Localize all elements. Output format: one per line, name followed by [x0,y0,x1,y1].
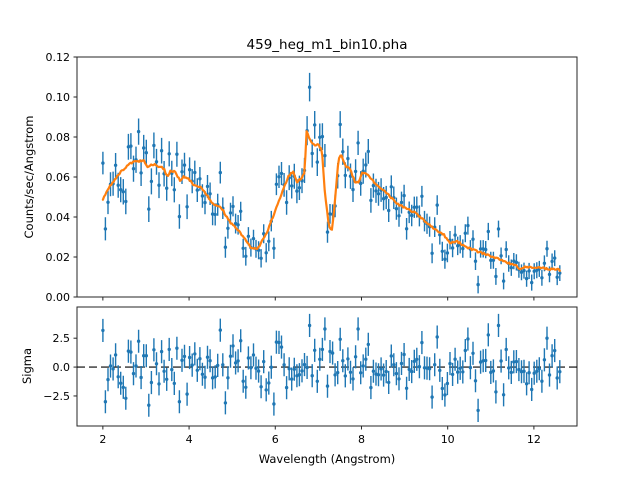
residuals-y-ticks: 2.5 0.0 −2.5 [43,332,77,403]
y-tick-label: 0.06 [46,171,71,184]
y-tick-label: 0.08 [46,131,71,144]
y-tick-label: −2.5 [43,390,70,403]
spectrum-data-points [101,72,562,294]
spectrum-y-axis-label: Counts/sec/Angstrom [22,116,36,239]
y-tick-label: 0.10 [46,91,71,104]
residuals-y-axis-label: Sigma [20,348,34,384]
y-tick-label: 0.02 [46,251,71,264]
spectrum-x-ticks [102,297,535,301]
y-tick-label: 2.5 [53,332,71,345]
x-tick-label: 2 [99,433,106,446]
x-axis-label: Wavelength (Angstrom) [259,452,396,466]
residual-points [101,313,562,422]
residuals-panel: 2 4 6 8 10 12 2.5 0.0 −2.5 [43,306,578,446]
y-tick-label: 0.0 [53,361,71,374]
y-tick-label: 0.00 [46,291,71,304]
y-tick-label: 0.04 [46,211,71,224]
x-tick-label: 10 [441,433,455,446]
x-tick-label: 6 [272,433,279,446]
x-tick-label: 4 [186,433,193,446]
spectrum-panel: 0.00 0.02 0.04 0.06 0.08 0.10 0.12 [46,51,578,304]
spectrum-y-ticks: 0.00 0.02 0.04 0.06 0.08 0.10 0.12 [46,51,77,304]
x-tick-label: 12 [527,433,541,446]
spectrum-model-line [101,130,561,272]
plot-title: 459_heg_m1_bin10.pha [247,37,408,53]
residuals-x-ticks: 2 4 6 8 10 12 [99,426,541,446]
x-tick-label: 8 [358,433,365,446]
y-tick-label: 0.12 [46,51,71,64]
